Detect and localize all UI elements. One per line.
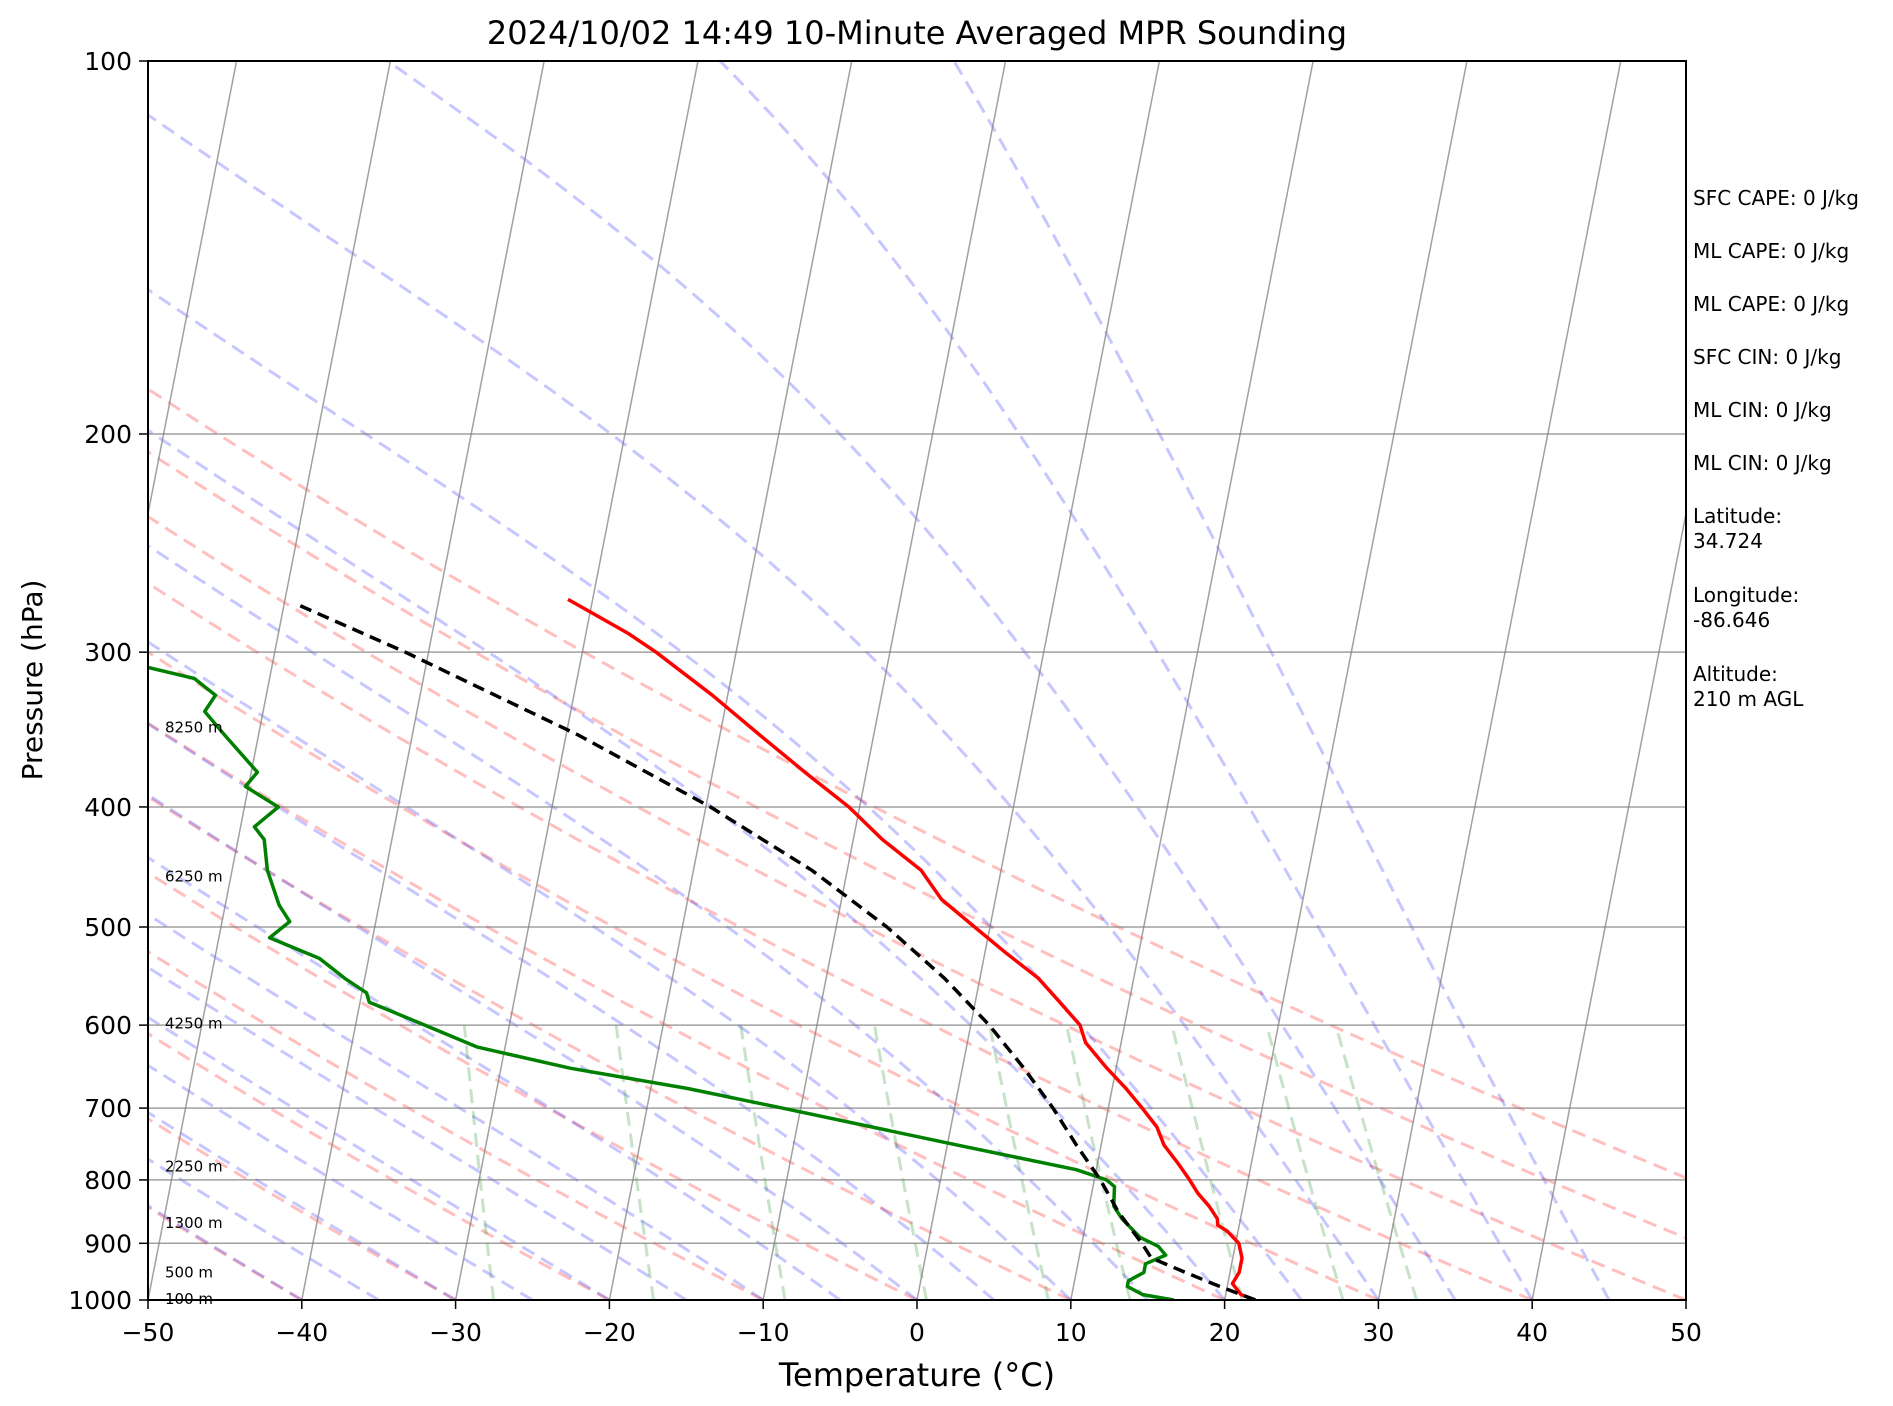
- dry-adiabat-11: [148, 514, 1686, 1300]
- mixing-ratio-line-6: [1170, 1024, 1244, 1300]
- y-tick-label: 400: [84, 793, 132, 822]
- dry-adiabat-6: [148, 870, 918, 1300]
- moist-adiabat-8: [148, 792, 918, 1300]
- moist-adiabat-15: [386, 61, 1457, 1300]
- chart-title: 2024/10/02 14:49 10-Minute Averaged MPR …: [487, 14, 1347, 52]
- parcel-line: [298, 603, 1257, 1300]
- height-label: 1300 m: [165, 1214, 223, 1232]
- moist-adiabat-6: [148, 912, 765, 1300]
- moist-adiabat-12: [148, 428, 1226, 1300]
- stat-latitude: Latitude: 34.724: [1693, 504, 1883, 583]
- isotherm: [1531, 509, 1686, 1300]
- stat-sfc-cin: SFC CIN: 0 J/kg: [1693, 345, 1842, 369]
- x-tick-label: −20: [583, 1318, 636, 1347]
- dry-adiabat-8: [148, 721, 1226, 1300]
- isotherm: [148, 61, 238, 518]
- x-tick-label: −10: [737, 1318, 790, 1347]
- stat-ml-cape: ML CAPE: 0 J/kg: [1693, 239, 1850, 263]
- dry-adiabat-5: [148, 949, 764, 1300]
- dry-adiabat-12: [148, 450, 1686, 1240]
- plot-frame: [147, 60, 1687, 1301]
- moist-adiabat-4: [148, 1015, 611, 1300]
- moist-adiabat-14: [148, 113, 1380, 1300]
- isotherm: [762, 61, 1007, 1300]
- isotherm: [608, 61, 853, 1300]
- isotherm: [1377, 61, 1622, 1300]
- height-label: 500 m: [165, 1263, 213, 1281]
- y-tick-label: 1000: [68, 1286, 132, 1315]
- dry-adiabat-4: [148, 1031, 611, 1300]
- x-tick-label: 20: [1209, 1318, 1241, 1347]
- stat-sfc-cape: SFC CAPE: 0 J/kg: [1693, 186, 1859, 210]
- height-label: 4250 m: [165, 1014, 223, 1032]
- stat-ml-cin-2: ML CIN: 0 J/kg: [1693, 451, 1832, 475]
- x-axis-label: Temperature (°C): [778, 1356, 1055, 1394]
- temperature-line: [567, 597, 1257, 1300]
- y-tick-label: 700: [84, 1094, 132, 1123]
- isotherm: [148, 61, 392, 1300]
- moist-adiabat-16: [718, 61, 1534, 1300]
- isotherm: [301, 61, 545, 1300]
- stat-ml-cin: ML CIN: 0 J/kg: [1693, 398, 1832, 422]
- x-tick-label: −30: [429, 1318, 482, 1347]
- mixing-ratio-line-7: [1265, 1024, 1345, 1300]
- y-tick-label: 300: [84, 638, 132, 667]
- dry-adiabat-10: [148, 581, 1533, 1300]
- dry-adiabat-7: [148, 794, 1072, 1300]
- x-tick-label: 10: [1055, 1318, 1087, 1347]
- height-label: 6250 m: [165, 867, 223, 885]
- mixing-ratio-line-8: [1334, 1024, 1419, 1300]
- moist-adiabat-11: [148, 543, 1149, 1300]
- y-tick-label: 100: [84, 47, 132, 76]
- x-tick-label: 0: [909, 1318, 925, 1347]
- dewpoint-line: [148, 665, 1175, 1300]
- y-tick-label: 200: [84, 420, 132, 449]
- height-label: 2250 m: [165, 1157, 223, 1175]
- dry-adiabat-13: [148, 387, 1686, 1180]
- isotherm: [454, 61, 699, 1300]
- x-tick-label: 30: [1362, 1318, 1394, 1347]
- y-tick-label: 600: [84, 1011, 132, 1040]
- moist-adiabat-10: [148, 640, 1072, 1300]
- altitude-label: Altitude:: [1693, 662, 1778, 686]
- x-tick-label: 40: [1516, 1318, 1548, 1347]
- isotherm: [1070, 61, 1314, 1300]
- latitude-label: Latitude:: [1693, 504, 1783, 528]
- moist-adiabat-9: [148, 722, 995, 1300]
- stat-altitude: Altitude: 210 m AGL: [1693, 662, 1883, 741]
- y-tick-label: 500: [84, 913, 132, 942]
- x-tick-label: 50: [1670, 1318, 1702, 1347]
- stats-panel: SFC CAPE: 0 J/kg ML CAPE: 0 J/kg ML CAPE…: [1693, 186, 1883, 741]
- latitude-value: 34.724: [1693, 529, 1763, 553]
- y-tick-label: 900: [84, 1229, 132, 1258]
- altitude-value: 210 m AGL: [1693, 687, 1804, 711]
- height-label: 8250 m: [165, 718, 223, 736]
- height-label: 100 m: [165, 1290, 213, 1308]
- x-tick-label: −50: [122, 1318, 175, 1347]
- moist-adiabat-13: [148, 287, 1303, 1300]
- stat-ml-cape-2: ML CAPE: 0 J/kg: [1693, 292, 1850, 316]
- longitude-value: -86.646: [1693, 608, 1771, 632]
- mixing-ratio-line-0: [462, 1024, 496, 1300]
- isotherm: [1223, 61, 1468, 1300]
- x-tick-label: −40: [275, 1318, 328, 1347]
- y-tick-label: 800: [84, 1166, 132, 1195]
- moist-adiabat-17: [952, 61, 1611, 1300]
- longitude-label: Longitude:: [1693, 583, 1800, 607]
- moist-adiabat-1: [148, 1157, 380, 1300]
- isotherm: [916, 61, 1161, 1300]
- y-axis-label: Pressure (hPa): [16, 580, 49, 781]
- moist-adiabat-0: [148, 1203, 303, 1300]
- stat-longitude: Longitude: -86.646: [1693, 583, 1883, 662]
- moist-adiabat-5: [148, 965, 688, 1300]
